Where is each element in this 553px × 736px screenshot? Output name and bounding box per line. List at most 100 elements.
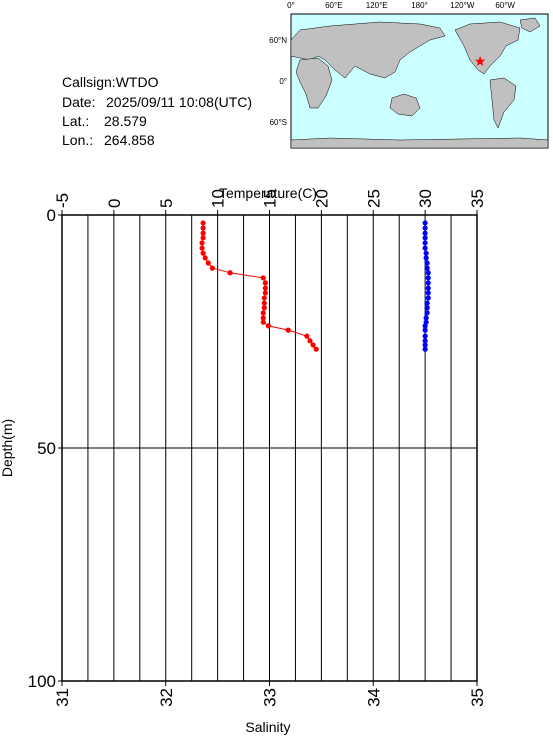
x-tick-label: 15 [261,189,280,208]
profile-point [425,295,431,301]
x2-tick-label: 32 [157,688,176,707]
date-label: Date: [62,94,95,110]
profile-point [199,240,205,246]
profile-point [422,220,428,226]
y-tick-label: 0 [47,206,56,225]
profile-point [422,323,428,329]
map-land [290,17,549,149]
x-tick-label: 10 [209,189,228,208]
profile-point [424,305,430,311]
profile-point [422,327,428,333]
profile-point [422,338,428,344]
profile-point [260,319,266,325]
map-lat-label: 60°S [270,118,287,127]
profile-point [425,285,431,291]
profile-point [422,230,428,236]
profile-point [425,290,431,296]
plot-frame [61,214,478,682]
callsign: Callsign:WTDO [62,74,159,90]
profile-point [200,235,206,241]
x-tick-label: 30 [416,189,435,208]
map-lon-label: 60°W [495,1,515,10]
x-tick-label: 5 [157,199,176,208]
profile-point [261,295,267,301]
profile-point [307,338,313,344]
map-lon-label: 120°E [366,1,388,10]
profile-point [422,240,428,246]
profile-point [422,225,428,231]
date: Date: 2025/09/11 10:08(UTC) [62,94,252,110]
profile-point [422,333,428,339]
map-lon-label: 60°E [325,1,342,10]
profile-point [424,300,430,306]
x-tick-label: 20 [312,189,331,208]
profile-point [262,280,268,286]
profile-point [200,230,206,236]
profile-point [423,250,429,256]
map-lat-label: 0° [279,77,287,86]
profile-point [262,285,268,291]
map-lat-label: 60°N [269,36,287,45]
profile-point [199,245,205,251]
x-tick-label: 35 [468,189,487,208]
profile-point [200,250,206,256]
profile-point [261,305,267,311]
profile-point [425,275,431,281]
profile-point [227,270,233,276]
x2-tick-label: 34 [364,688,383,707]
profile-point [424,260,430,266]
profile-point [260,310,266,316]
location-marker [474,56,486,66]
profile-point [265,323,272,329]
map-lon-label: 120°W [450,1,475,10]
x-tick-label: 0 [105,199,124,208]
y-tick-label: 50 [37,439,56,458]
profile-point [260,315,266,321]
profile-point [422,342,428,348]
profile-point [260,275,266,281]
map [290,13,549,149]
x2-tick-label: 35 [468,688,487,707]
profile-point [200,220,206,226]
profile-line [201,222,317,350]
profile-point [310,342,316,348]
profile-point [424,265,430,271]
x2-tick-label: 33 [261,688,280,707]
profile-point [425,280,431,286]
profile-point [422,235,428,241]
profile-point [423,315,429,321]
x-axis-title: Temperature(C) [219,185,317,201]
profile-point [205,260,211,266]
lon: Lon.: 264.858 [62,132,155,148]
profile-point [209,265,216,271]
profile-point [285,327,291,333]
profile-point [200,225,206,231]
profile-point [313,346,319,352]
lat: Lat.: 28.579 [62,113,147,129]
x2-tick-label: 31 [53,688,72,707]
y-tick-label: 100 [28,672,56,691]
profile-point [422,346,428,352]
profile-point [262,290,268,296]
lon-label: Lon.: [62,132,93,148]
lat-label: Lat.: [62,113,89,129]
x-tick-label: -5 [53,193,72,208]
map-lon-label: 0° [287,1,295,10]
callsign-value: WTDO [116,74,159,90]
callsign-label: Callsign: [62,74,116,90]
lon-value: 264.858 [104,132,155,148]
profile-point [202,255,208,261]
profile-point [425,270,431,276]
y-axis-title: Depth(m) [0,419,15,477]
date-value: 2025/09/11 10:08(UTC) [106,94,252,110]
x-tick-label: 25 [364,189,383,208]
profile-point [304,333,310,339]
profile-point [261,300,267,306]
map-lon-label: 180° [411,1,428,10]
profile-point [424,310,430,316]
profile-point [422,245,428,251]
lat-value: 28.579 [104,113,147,129]
x2-axis-title: Salinity [245,719,290,735]
